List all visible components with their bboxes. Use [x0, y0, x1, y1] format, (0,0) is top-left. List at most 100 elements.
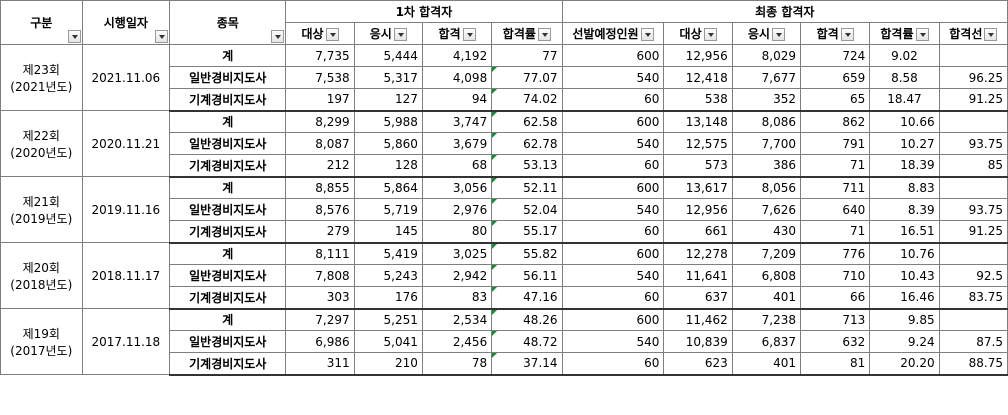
- final-cell: 18.39: [869, 154, 940, 178]
- final-cell: 430: [731, 220, 802, 244]
- session-label: 제20회 (2018년도): [0, 242, 83, 309]
- filter-dropdown-icon[interactable]: [840, 28, 854, 41]
- final-cell: 600: [561, 44, 665, 67]
- final-cell: 7,700: [731, 132, 802, 155]
- final-cell: 632: [799, 330, 871, 353]
- table-row: 제19회 (2017년도) 2017.11.18 계 7,297 5,251 2,534 48…: [0, 308, 1008, 375]
- final-cell: 93.75: [938, 132, 1008, 155]
- final-cell: 776: [799, 242, 871, 265]
- round1-cell: 4,098: [421, 66, 493, 89]
- final-cell: 386: [731, 154, 802, 178]
- exam-type: 일반경비지도사: [169, 198, 287, 221]
- exam-date: 2020.11.21: [81, 110, 171, 177]
- final-cell: 659: [799, 66, 871, 89]
- exam-date: 2018.11.17: [81, 242, 171, 309]
- final-cell: 12,575: [663, 132, 733, 155]
- final-cell: 71: [799, 220, 871, 244]
- filter-dropdown-icon[interactable]: [703, 28, 717, 41]
- results-table: 구분 시행일자 종목 1차 합격자 최종 합격자 대상 응시 합격 합격률 선발예정인원…: [0, 0, 1008, 376]
- round1-cell: 3,056: [421, 176, 493, 199]
- round1-cell: 55.82: [491, 242, 563, 265]
- final-cell: 661: [663, 220, 733, 244]
- exam-type: 일반경비지도사: [169, 264, 287, 287]
- final-cell: 10.27: [869, 132, 940, 155]
- exam-type: 계: [169, 110, 287, 133]
- final-cell: 6,808: [731, 264, 802, 287]
- round1-cell: 3,025: [421, 242, 493, 265]
- final-cell: 713: [799, 308, 871, 331]
- round1-cell: 5,041: [353, 330, 423, 353]
- final-cell: 93.75: [938, 198, 1008, 221]
- round1-cell: 5,419: [353, 242, 423, 265]
- session-label: 제23회 (2021년도): [0, 44, 83, 111]
- final-cell: 9.85: [869, 308, 940, 331]
- exam-type: 일반경비지도사: [169, 330, 287, 353]
- final-cell: [938, 176, 1008, 199]
- header-round1-col-0: 대상: [285, 22, 355, 45]
- final-cell: [938, 242, 1008, 265]
- final-cell: 600: [561, 110, 665, 133]
- header-final-group: 최종 합격자: [561, 0, 1008, 23]
- filter-dropdown-icon[interactable]: [325, 28, 339, 41]
- final-cell: 8,086: [731, 110, 802, 133]
- exam-date: 2017.11.18: [81, 308, 171, 375]
- round1-cell: 74.02: [491, 88, 563, 112]
- round1-cell: 5,864: [353, 176, 423, 199]
- table-row: 기계경비지도사 212 128 68 53.13 60 573 386 71 18.39 85: [1, 154, 1008, 178]
- filter-dropdown-icon[interactable]: [271, 30, 285, 43]
- final-cell: 8,056: [731, 176, 802, 199]
- exam-type: 일반경비지도사: [169, 132, 287, 155]
- final-cell: 540: [561, 330, 665, 353]
- final-cell: 538: [663, 88, 733, 112]
- session-label: 제19회 (2017년도): [0, 308, 83, 375]
- filter-dropdown-icon[interactable]: [771, 28, 785, 41]
- round1-cell: 3,747: [421, 110, 493, 133]
- final-cell: 66: [799, 286, 871, 310]
- round1-cell: 5,860: [353, 132, 423, 155]
- round1-cell: 279: [285, 220, 355, 244]
- final-cell: 7,626: [731, 198, 802, 221]
- round1-cell: 8,855: [285, 176, 355, 199]
- exam-type: 계: [169, 176, 287, 199]
- final-cell: 9.02: [869, 44, 940, 67]
- table-row: 제20회 (2018년도) 2018.11.17 계 8,111 5,419 3,025 55…: [0, 242, 1008, 309]
- final-cell: 11,462: [663, 308, 733, 331]
- round1-cell: 48.26: [491, 308, 563, 331]
- filter-dropdown-icon[interactable]: [915, 28, 929, 41]
- round1-cell: 127: [353, 88, 423, 112]
- filter-dropdown-icon[interactable]: [984, 28, 998, 41]
- round1-cell: 311: [285, 352, 355, 376]
- table-row: 기계경비지도사 197 127 94 74.02 60 538 352 65 18.47 91.25: [1, 88, 1008, 112]
- final-cell: 12,418: [663, 66, 733, 89]
- final-cell: 85: [938, 154, 1008, 178]
- final-cell: 12,956: [663, 44, 733, 67]
- final-cell: 13,617: [663, 176, 733, 199]
- filter-dropdown-icon[interactable]: [462, 28, 476, 41]
- round1-cell: 94: [421, 88, 493, 112]
- round1-cell: 62.58: [491, 110, 563, 133]
- table-row: 제21회 (2019년도) 2019.11.16 계 8,855 5,864 3,056 52…: [0, 176, 1008, 243]
- header-round1-col-1: 응시: [353, 22, 423, 45]
- header-final-col-1: 대상: [663, 22, 733, 45]
- final-cell: 862: [799, 110, 871, 133]
- filter-dropdown-icon[interactable]: [393, 28, 407, 41]
- round1-cell: 4,192: [421, 44, 493, 67]
- round1-cell: 128: [353, 154, 423, 178]
- filter-dropdown-icon[interactable]: [155, 30, 169, 43]
- filter-dropdown-icon[interactable]: [67, 30, 81, 43]
- round1-cell: 176: [353, 286, 423, 310]
- final-cell: 791: [799, 132, 871, 155]
- final-cell: 71: [799, 154, 871, 178]
- table-row: 일반경비지도사 8,087 5,860 3,679 62.78 540 12,575 7,70…: [1, 132, 1008, 155]
- round1-cell: 7,538: [285, 66, 355, 89]
- session-label: 제22회 (2020년도): [0, 110, 83, 177]
- round1-cell: 52.11: [491, 176, 563, 199]
- final-cell: 573: [663, 154, 733, 178]
- round1-cell: 212: [285, 154, 355, 178]
- filter-dropdown-icon[interactable]: [537, 28, 551, 41]
- table-row: 기계경비지도사 279 145 80 55.17 60 661 430 71 16.51 91.25: [1, 220, 1008, 244]
- exam-type: 기계경비지도사: [169, 220, 287, 244]
- filter-dropdown-icon[interactable]: [640, 28, 654, 41]
- final-cell: 12,278: [663, 242, 733, 265]
- table-row: 일반경비지도사 6,986 5,041 2,456 48.72 540 10,839 6,83…: [1, 330, 1008, 353]
